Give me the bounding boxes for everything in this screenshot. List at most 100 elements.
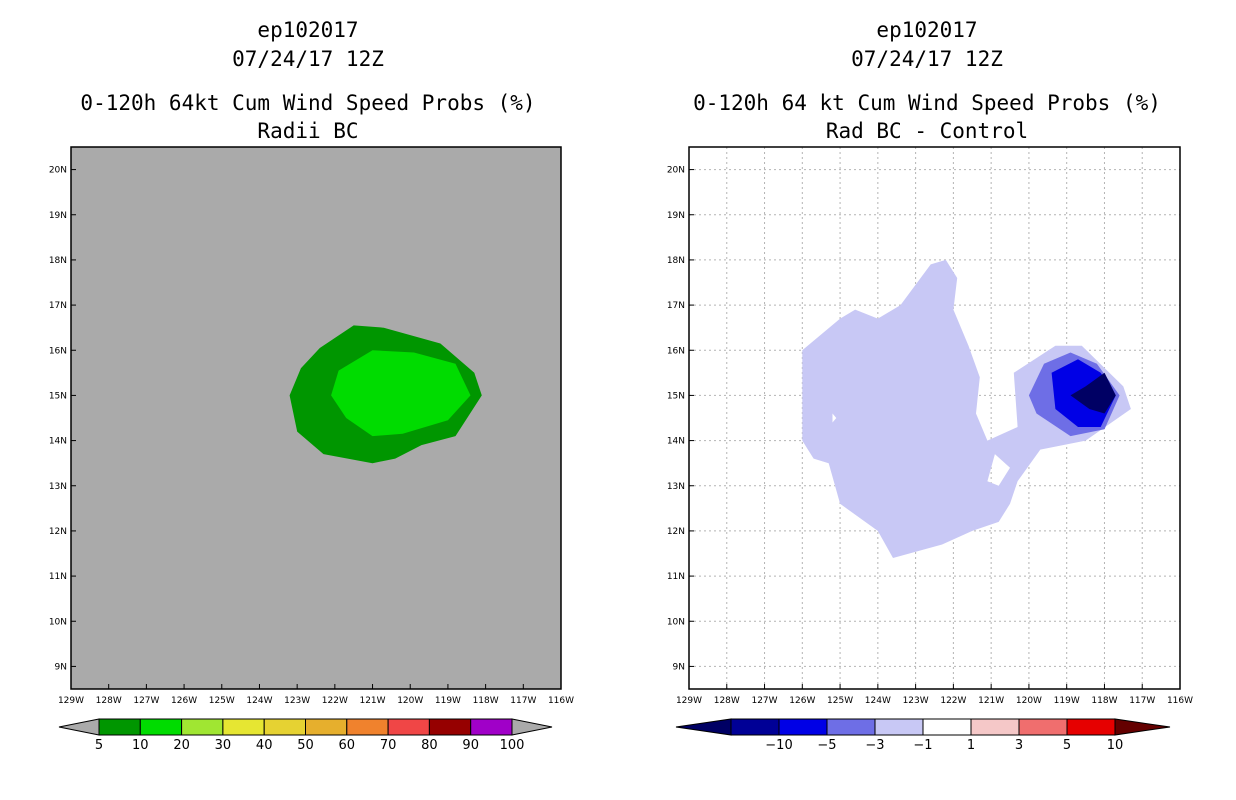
right-x-tick-label: 125W bbox=[827, 696, 853, 706]
right-colorbar-swatch bbox=[730, 718, 780, 736]
left-datetime: 07/24/17 12Z bbox=[232, 47, 384, 71]
right-y-tick-label: 16N bbox=[667, 346, 685, 356]
left-x-tick-label: 123W bbox=[284, 696, 310, 706]
left-colorbar-swatch bbox=[470, 718, 513, 736]
left-case-id: ep102017 bbox=[257, 18, 359, 42]
right-x-tick-label: 120W bbox=[1016, 696, 1042, 706]
right-x-tick-label: 119W bbox=[1054, 696, 1080, 706]
right-y-tick-label: 18N bbox=[667, 256, 685, 266]
right-colorbar-label: 10 bbox=[1107, 738, 1124, 753]
right-y-tick-label: 15N bbox=[667, 391, 685, 401]
left-colorbar-left-arrow bbox=[58, 718, 100, 736]
left-y-tick-label: 17N bbox=[49, 301, 67, 311]
left-y-tick-label: 12N bbox=[49, 527, 67, 537]
right-colorbar-label: 5 bbox=[1063, 738, 1071, 753]
left-colorbar-swatch bbox=[98, 718, 141, 736]
left-colorbar-label: 70 bbox=[380, 738, 397, 753]
left-x-tick-label: 118W bbox=[473, 696, 499, 706]
right-x-tick-label: 122W bbox=[940, 696, 966, 706]
left-x-tick-label: 125W bbox=[209, 696, 235, 706]
right-colorbar-label: −1 bbox=[913, 738, 932, 753]
left-y-tick-label: 14N bbox=[49, 437, 67, 447]
left-x-tick-label: 128W bbox=[96, 696, 122, 706]
left-colorbar-swatch bbox=[428, 718, 472, 736]
left-map-frame bbox=[70, 146, 562, 690]
right-colorbar-swatch bbox=[826, 718, 876, 736]
right-case-id: ep102017 bbox=[876, 18, 978, 42]
left-y-tick-label: 16N bbox=[49, 346, 67, 356]
left-y-tick-label: 10N bbox=[49, 617, 67, 627]
left-colorbar-right-arrow bbox=[511, 718, 553, 736]
right-y-tick-label: 13N bbox=[667, 482, 685, 492]
left-y-tick-label: 11N bbox=[49, 572, 67, 582]
right-x-tick-label: 128W bbox=[714, 696, 740, 706]
left-colorbar-label: 90 bbox=[462, 738, 479, 753]
left-x-tick-label: 117W bbox=[510, 696, 536, 706]
right-contour-0 bbox=[802, 259, 1131, 558]
left-colorbar-label: 80 bbox=[421, 738, 438, 753]
left-colorbar-label: 30 bbox=[215, 738, 232, 753]
left-chart-subtitle: Radii BC bbox=[257, 119, 359, 143]
left-y-tick-label: 13N bbox=[49, 482, 67, 492]
right-colorbar-swatch bbox=[1066, 718, 1116, 736]
left-chart-title: 0-120h 64kt Cum Wind Speed Probs (%) bbox=[80, 91, 536, 115]
right-x-tick-label: 121W bbox=[978, 696, 1004, 706]
right-colorbar-swatch bbox=[874, 718, 924, 736]
left-colorbar-swatch bbox=[181, 718, 224, 736]
left-colorbar-swatch bbox=[346, 718, 389, 736]
left-x-tick-label: 122W bbox=[322, 696, 348, 706]
right-colorbar-swatch bbox=[922, 718, 972, 736]
left-y-tick-label: 9N bbox=[55, 662, 67, 672]
right-y-tick-label: 17N bbox=[667, 301, 685, 311]
left-colorbar-label: 5 bbox=[95, 738, 103, 753]
right-x-tick-label: 117W bbox=[1129, 696, 1155, 706]
left-x-tick-label: 116W bbox=[548, 696, 574, 706]
right-x-tick-label: 116W bbox=[1167, 696, 1193, 706]
left-x-tick-label: 126W bbox=[171, 696, 197, 706]
left-y-tick-label: 19N bbox=[49, 211, 67, 221]
right-colorbar-left-arrow bbox=[675, 718, 732, 736]
right-contour-3 bbox=[1070, 372, 1116, 414]
right-y-tick-label: 9N bbox=[673, 662, 685, 672]
right-colorbar-label: −3 bbox=[865, 738, 884, 753]
right-y-tick-label: 10N bbox=[667, 617, 685, 627]
left-x-tick-label: 120W bbox=[397, 696, 423, 706]
left-colorbar-label: 50 bbox=[297, 738, 314, 753]
right-y-tick-label: 11N bbox=[667, 572, 685, 582]
right-datetime: 07/24/17 12Z bbox=[851, 47, 1003, 71]
left-colorbar-label: 20 bbox=[173, 738, 190, 753]
right-chart-subtitle: Rad BC - Control bbox=[825, 119, 1029, 143]
left-colorbar-label: 40 bbox=[256, 738, 273, 753]
right-colorbar-label: −10 bbox=[765, 738, 792, 753]
left-contour-1 bbox=[331, 350, 471, 437]
left-colorbar-swatch bbox=[222, 718, 265, 736]
left-panel: 129W 128W 127W 126W 125W 124W 123W 122W 121W 120W… bbox=[49, 146, 574, 753]
right-colorbar-label: 3 bbox=[1015, 738, 1023, 753]
right-map-frame bbox=[688, 146, 1181, 690]
left-x-tick-label: 127W bbox=[133, 696, 159, 706]
right-colorbar-swatch bbox=[1018, 718, 1068, 736]
left-colorbar-swatch bbox=[387, 718, 430, 736]
right-colorbar-swatch bbox=[778, 718, 828, 736]
left-colorbar-swatch bbox=[263, 718, 307, 736]
right-colorbar-right-arrow bbox=[1114, 718, 1171, 736]
left-x-tick-label: 121W bbox=[359, 696, 385, 706]
left-x-tick-label: 124W bbox=[246, 696, 272, 706]
right-panel: 129W 128W 127W 126W 125W 124W 123W 122W 121W 120W… bbox=[667, 146, 1193, 753]
left-y-tick-label: 20N bbox=[49, 166, 67, 176]
right-y-tick-label: 20N bbox=[667, 166, 685, 176]
right-x-tick-label: 118W bbox=[1091, 696, 1117, 706]
left-colorbar-swatch bbox=[305, 718, 348, 736]
left-colorbar-label: 60 bbox=[339, 738, 356, 753]
left-y-tick-label: 18N bbox=[49, 256, 67, 266]
right-y-tick-label: 12N bbox=[667, 527, 685, 537]
left-x-tick-label: 129W bbox=[58, 696, 84, 706]
right-x-tick-label: 127W bbox=[751, 696, 777, 706]
right-colorbar-label: −5 bbox=[817, 738, 836, 753]
right-chart-title: 0-120h 64 kt Cum Wind Speed Probs (%) bbox=[693, 91, 1161, 115]
left-colorbar-label: 10 bbox=[132, 738, 149, 753]
right-y-tick-label: 14N bbox=[667, 437, 685, 447]
right-colorbar-label: 1 bbox=[967, 738, 975, 753]
left-colorbar-swatch bbox=[139, 718, 183, 736]
